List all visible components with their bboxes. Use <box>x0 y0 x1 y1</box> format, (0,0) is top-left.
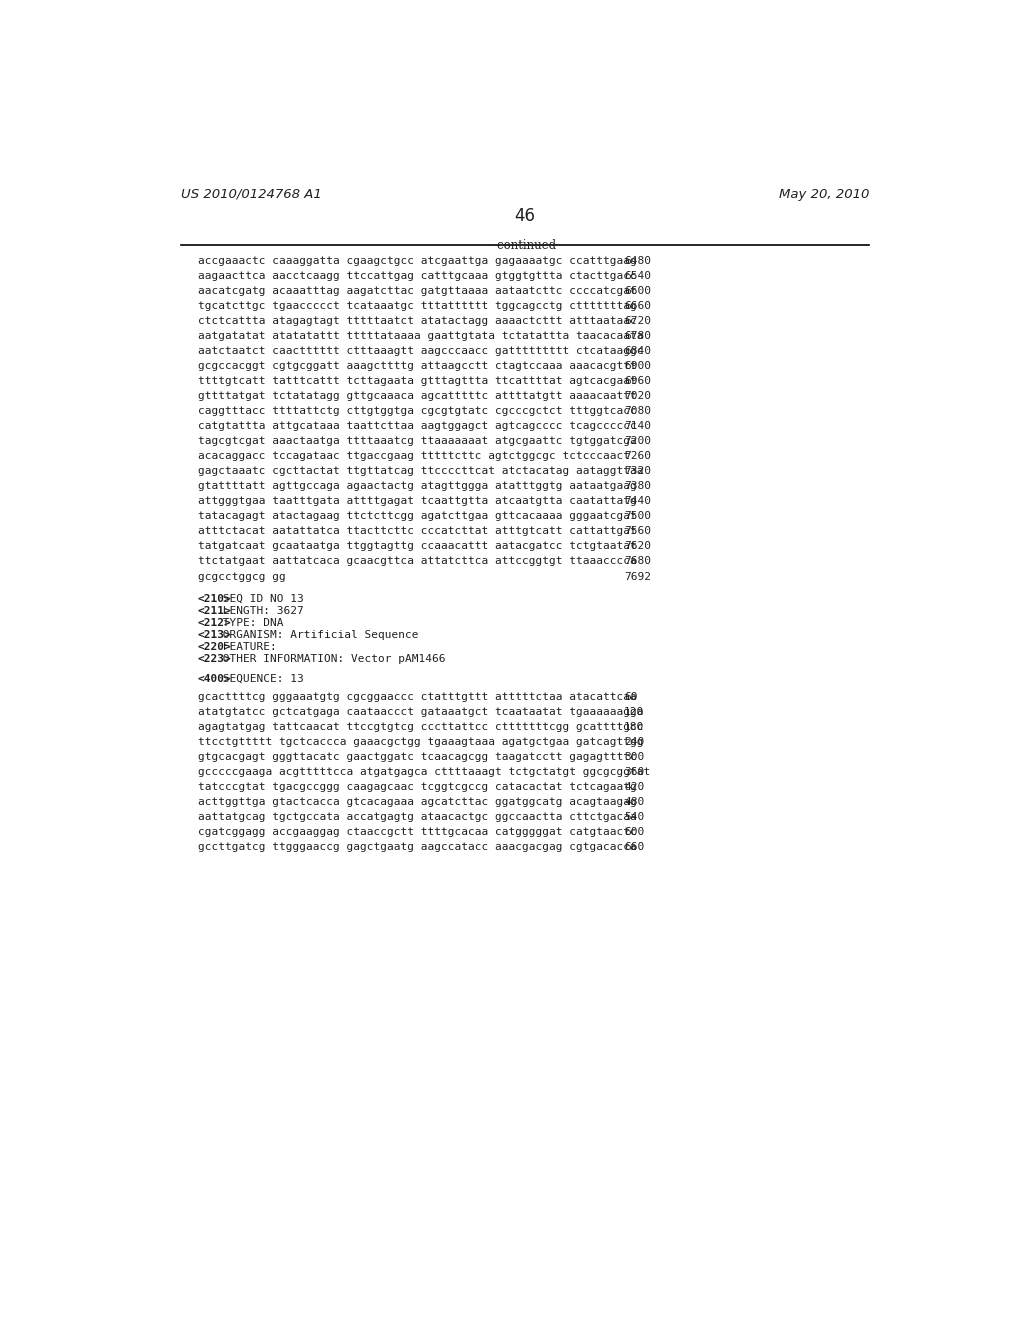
Text: <220>: <220> <box>198 642 231 652</box>
Text: ctctcattta atagagtagt tttttaatct atatactagg aaaactcttt atttaataac: ctctcattta atagagtagt tttttaatct atatact… <box>198 317 637 326</box>
Text: aacatcgatg acaaatttag aagatcttac gatgttaaaa aataatcttc ccccatcgat: aacatcgatg acaaatttag aagatcttac gatgtta… <box>198 286 637 296</box>
Text: 420: 420 <box>624 781 644 792</box>
Text: gtattttatt agttgccaga agaactactg atagttggga atatttggtg aataatgaag: gtattttatt agttgccaga agaactactg atagttg… <box>198 482 637 491</box>
Text: SEQ ID NO 13: SEQ ID NO 13 <box>216 594 304 605</box>
Text: May 20, 2010: May 20, 2010 <box>778 187 869 201</box>
Text: 240: 240 <box>624 737 644 747</box>
Text: <211>: <211> <box>198 606 231 616</box>
Text: 7680: 7680 <box>624 557 651 566</box>
Text: 300: 300 <box>624 751 644 762</box>
Text: 540: 540 <box>624 812 644 822</box>
Text: <212>: <212> <box>198 618 231 628</box>
Text: 7692: 7692 <box>624 572 651 582</box>
Text: 480: 480 <box>624 797 644 807</box>
Text: accgaaactc caaaggatta cgaagctgcc atcgaattga gagaaaatgc ccatttgaag: accgaaactc caaaggatta cgaagctgcc atcgaat… <box>198 256 637 267</box>
Text: ttcctgttttt tgctcaccca gaaacgctgg tgaaagtaaa agatgctgaa gatcagttgg: ttcctgttttt tgctcaccca gaaacgctgg tgaaag… <box>198 737 643 747</box>
Text: 7080: 7080 <box>624 407 651 416</box>
Text: ttctatgaat aattatcaca gcaacgttca attatcttca attccggtgt ttaaacccca: ttctatgaat aattatcaca gcaacgttca attatct… <box>198 557 637 566</box>
Text: 46: 46 <box>514 207 536 224</box>
Text: tatgatcaat gcaataatga ttggtagttg ccaaacattt aatacgatcc tctgtaatat: tatgatcaat gcaataatga ttggtagttg ccaaaca… <box>198 541 637 552</box>
Text: aatgatatat atatatattt tttttataaaa gaattgtata tctatattta taacacaata: aatgatatat atatatattt tttttataaaa gaattg… <box>198 331 643 342</box>
Text: tagcgtcgat aaactaatga ttttaaatcg ttaaaaaaat atgcgaattc tgtggatcga: tagcgtcgat aaactaatga ttttaaatcg ttaaaaa… <box>198 437 637 446</box>
Text: gcccccgaaga acgtttttcca atgatgagca cttttaaagt tctgctatgt ggcgcggtat: gcccccgaaga acgtttttcca atgatgagca ctttt… <box>198 767 650 776</box>
Text: acacaggacc tccagataac ttgaccgaag tttttcttc agtctggcgc tctcccaact: acacaggacc tccagataac ttgaccgaag tttttct… <box>198 451 630 462</box>
Text: gcacttttcg gggaaatgtg cgcggaaccc ctatttgttt atttttctaa atacattcaa: gcacttttcg gggaaatgtg cgcggaaccc ctatttg… <box>198 692 637 702</box>
Text: 60: 60 <box>624 692 638 702</box>
Text: <213>: <213> <box>198 630 231 640</box>
Text: 6660: 6660 <box>624 301 651 312</box>
Text: FEATURE:: FEATURE: <box>216 642 278 652</box>
Text: gagctaaatc cgcttactat ttgttatcag ttccccttcat atctacatag aataggttaa: gagctaaatc cgcttactat ttgttatcag ttcccct… <box>198 466 643 477</box>
Text: -continued: -continued <box>494 239 556 252</box>
Text: 6480: 6480 <box>624 256 651 267</box>
Text: 6840: 6840 <box>624 346 651 356</box>
Text: 180: 180 <box>624 722 644 731</box>
Text: tatacagagt atactagaag ttctcttcgg agatcttgaa gttcacaaaa gggaatcgat: tatacagagt atactagaag ttctcttcgg agatctt… <box>198 511 637 521</box>
Text: 6900: 6900 <box>624 362 651 371</box>
Text: 7020: 7020 <box>624 391 651 401</box>
Text: atatgtatcc gctcatgaga caataaccct gataaatgct tcaataatat tgaaaaaagga: atatgtatcc gctcatgaga caataaccct gataaat… <box>198 706 643 717</box>
Text: acttggttga gtactcacca gtcacagaaa agcatcttac ggatggcatg acagtaagag: acttggttga gtactcacca gtcacagaaa agcatct… <box>198 797 637 807</box>
Text: tatcccgtat tgacgccggg caagagcaac tcggtcgccg catacactat tctcagaatg: tatcccgtat tgacgccggg caagagcaac tcggtcg… <box>198 781 637 792</box>
Text: 6720: 6720 <box>624 317 651 326</box>
Text: agagtatgag tattcaacat ttccgtgtcg cccttattcc ctttttttcgg gcattttgcc: agagtatgag tattcaacat ttccgtgtcg cccttat… <box>198 722 643 731</box>
Text: cgatcggagg accgaaggag ctaaccgctt ttttgcacaa catgggggat catgtaactc: cgatcggagg accgaaggag ctaaccgctt ttttgca… <box>198 826 637 837</box>
Text: <400>: <400> <box>198 673 231 684</box>
Text: gcgcctggcg gg: gcgcctggcg gg <box>198 572 286 582</box>
Text: 7620: 7620 <box>624 541 651 552</box>
Text: attgggtgaa taatttgata attttgagat tcaattgtta atcaatgtta caatattatg: attgggtgaa taatttgata attttgagat tcaattg… <box>198 496 637 507</box>
Text: 7560: 7560 <box>624 527 651 536</box>
Text: tgcatcttgc tgaaccccct tcataaatgc tttatttttt tggcagcctg ctttttttag: tgcatcttgc tgaaccccct tcataaatgc tttattt… <box>198 301 637 312</box>
Text: 6960: 6960 <box>624 376 651 387</box>
Text: 6600: 6600 <box>624 286 651 296</box>
Text: LENGTH: 3627: LENGTH: 3627 <box>216 606 304 616</box>
Text: 660: 660 <box>624 842 644 851</box>
Text: 7200: 7200 <box>624 437 651 446</box>
Text: gccttgatcg ttgggaaccg gagctgaatg aagccatacc aaacgacgag cgtgacacca: gccttgatcg ttgggaaccg gagctgaatg aagccat… <box>198 842 637 851</box>
Text: caggtttacc ttttattctg cttgtggtga cgcgtgtatc cgcccgctct tttggtcacc: caggtttacc ttttattctg cttgtggtga cgcgtgt… <box>198 407 637 416</box>
Text: 6540: 6540 <box>624 271 651 281</box>
Text: 7140: 7140 <box>624 421 651 432</box>
Text: OTHER INFORMATION: Vector pAM1466: OTHER INFORMATION: Vector pAM1466 <box>216 653 445 664</box>
Text: gcgccacggt cgtgcggatt aaagcttttg attaagcctt ctagtccaaa aaacacgttt: gcgccacggt cgtgcggatt aaagcttttg attaagc… <box>198 362 637 371</box>
Text: 7440: 7440 <box>624 496 651 507</box>
Text: 6780: 6780 <box>624 331 651 342</box>
Text: 120: 120 <box>624 706 644 717</box>
Text: 7500: 7500 <box>624 511 651 521</box>
Text: US 2010/0124768 A1: US 2010/0124768 A1 <box>180 187 322 201</box>
Text: <210>: <210> <box>198 594 231 605</box>
Text: gttttatgat tctatatagg gttgcaaaca agcatttttc attttatgtt aaaacaattt: gttttatgat tctatatagg gttgcaaaca agcattt… <box>198 391 637 401</box>
Text: aattatgcag tgctgccata accatgagtg ataacactgc ggccaactta cttctgacaa: aattatgcag tgctgccata accatgagtg ataacac… <box>198 812 637 822</box>
Text: 600: 600 <box>624 826 644 837</box>
Text: 7380: 7380 <box>624 482 651 491</box>
Text: aatctaatct caactttttt ctttaaagtt aagcccaacc gattttttttt ctcataaggc: aatctaatct caactttttt ctttaaagtt aagccca… <box>198 346 643 356</box>
Text: 7260: 7260 <box>624 451 651 462</box>
Text: 360: 360 <box>624 767 644 776</box>
Text: 7320: 7320 <box>624 466 651 477</box>
Text: <223>: <223> <box>198 653 231 664</box>
Text: TYPE: DNA: TYPE: DNA <box>216 618 284 628</box>
Text: SEQUENCE: 13: SEQUENCE: 13 <box>216 673 304 684</box>
Text: ttttgtcatt tatttcattt tcttagaata gtttagttta ttcattttat agtcacgaat: ttttgtcatt tatttcattt tcttagaata gtttagt… <box>198 376 637 387</box>
Text: catgtattta attgcataaa taattcttaa aagtggagct agtcagcccc tcagcccccc: catgtattta attgcataaa taattcttaa aagtgga… <box>198 421 637 432</box>
Text: ORGANISM: Artificial Sequence: ORGANISM: Artificial Sequence <box>216 630 419 640</box>
Text: atttctacat aatattatca ttacttcttc cccatcttat atttgtcatt cattattgat: atttctacat aatattatca ttacttcttc cccatct… <box>198 527 637 536</box>
Text: aagaacttca aacctcaagg ttccattgag catttgcaaa gtggtgttta ctacttgacc: aagaacttca aacctcaagg ttccattgag catttgc… <box>198 271 637 281</box>
Text: gtgcacgagt gggttacatc gaactggatc tcaacagcgg taagatcctt gagagttttc: gtgcacgagt gggttacatc gaactggatc tcaacag… <box>198 751 637 762</box>
